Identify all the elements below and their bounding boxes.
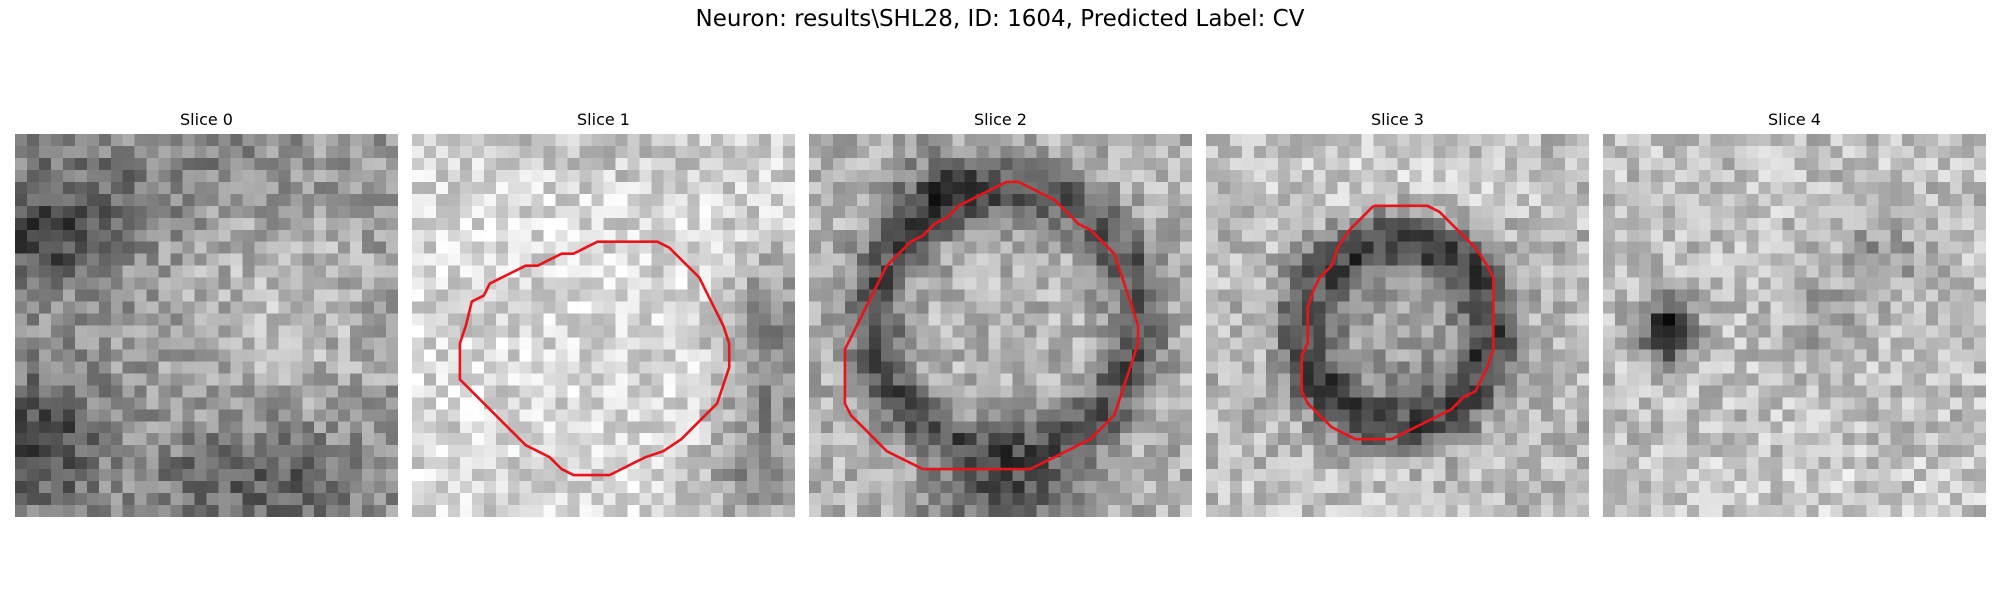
slice-3-contour [1300, 204, 1495, 441]
slice-4-image [1603, 134, 1986, 517]
slice-3-title: Slice 3 [1371, 110, 1424, 129]
slice-3-panel [1206, 134, 1589, 517]
slice-2-image [809, 134, 1192, 517]
slice-1-panel [412, 134, 795, 517]
slice-1-image [412, 134, 795, 517]
figure-title: Neuron: results\SHL28, ID: 1604, Predict… [695, 6, 1305, 32]
slice-0-panel [15, 134, 398, 517]
slice-0-title: Slice 0 [180, 110, 233, 129]
slice-2-contour [843, 180, 1140, 471]
slice-4-title: Slice 4 [1768, 110, 1821, 129]
slice-0-image [15, 134, 398, 517]
slice-2-title: Slice 2 [974, 110, 1027, 129]
slice-1-contour [458, 240, 731, 477]
slice-4-panel [1603, 134, 1986, 517]
slice-2-panel [809, 134, 1192, 517]
slice-3-image [1206, 134, 1589, 517]
slice-1-title: Slice 1 [577, 110, 630, 129]
